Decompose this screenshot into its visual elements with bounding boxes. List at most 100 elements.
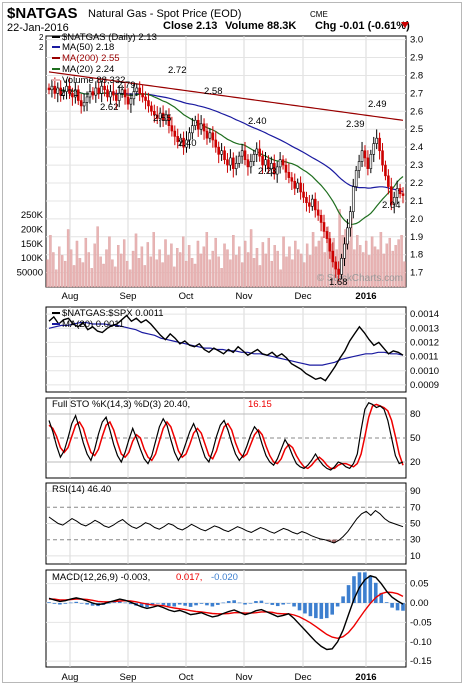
candle-body [290, 177, 294, 182]
macd-histogram-bar [145, 602, 149, 608]
candle-body [340, 258, 343, 275]
macd-y-tick: -0.15 [410, 656, 432, 667]
macd-legend-item: MACD(12,26,9) -0.003, [52, 572, 150, 583]
candle-body [249, 161, 253, 168]
volume-bar [267, 237, 271, 288]
volume-bar [202, 246, 206, 288]
volume-bar [403, 261, 406, 288]
macd-histogram-bar [199, 602, 204, 604]
volume-bar [78, 258, 82, 288]
candle-body [384, 164, 387, 177]
candle-body [106, 89, 109, 98]
volume-bar [187, 245, 191, 288]
candle-body [144, 96, 147, 101]
volume-bar [264, 253, 268, 288]
macd-histogram-bar [58, 602, 62, 605]
ratio-y-tick: 0.0011 [410, 352, 438, 363]
ratio-y-tick: 0.0013 [410, 323, 439, 334]
macd-y-tick: 0.00 [410, 598, 429, 609]
volume-bar [400, 235, 403, 288]
price-legend-item: MA(20) 2.24 [62, 64, 114, 75]
volume-bar [302, 262, 306, 288]
date-label: 22-Jan-2016 [7, 22, 69, 34]
candle-body [141, 93, 144, 98]
volume-bar [120, 253, 123, 288]
ratio-y-tick: 0.0014 [410, 309, 439, 320]
candle-body [296, 182, 299, 189]
candle-body [284, 164, 288, 173]
candle-body [328, 238, 332, 252]
x-tick-label: Nov [236, 291, 253, 302]
candle-body [167, 114, 171, 126]
candle-body [59, 87, 63, 96]
candle-body [293, 180, 297, 189]
candle-body [91, 91, 95, 96]
x-tick-label: Dec [295, 291, 312, 302]
macd-histogram-bar [74, 601, 79, 603]
price-y-tick: 2.2 [410, 178, 423, 189]
candle-body [337, 268, 340, 275]
candle-body [79, 100, 83, 107]
sto-y-tick: 20 [410, 457, 421, 468]
volume-bar [276, 250, 279, 288]
candle-body [188, 132, 191, 141]
candle-body [381, 150, 384, 166]
macd-histogram-bar [335, 602, 340, 607]
rsi-y-tick: 70 [410, 502, 421, 513]
candle-body [173, 130, 177, 137]
candle-body [161, 112, 165, 121]
macd-histogram-bar [401, 602, 405, 611]
macd-histogram-bar [281, 602, 285, 605]
macd-histogram-bar [221, 602, 226, 604]
x-tick-label-bottom: Nov [236, 672, 253, 683]
price-y-tick: 1.9 [410, 232, 423, 243]
candle-body [398, 188, 402, 195]
candle-body [220, 150, 223, 155]
volume-bar [176, 248, 179, 288]
rsi-line [48, 509, 404, 544]
macd-histogram-bar [352, 576, 356, 603]
volume-y-tick: 200K [21, 224, 44, 235]
candle-body [401, 193, 405, 196]
candle-body [112, 91, 115, 96]
macd-histogram-bar [85, 602, 89, 605]
price-label: 2.40 [178, 138, 197, 149]
candle-body [155, 114, 159, 119]
volume-bar [173, 266, 176, 288]
macd-histogram-bar [248, 602, 253, 604]
macd-histogram-bar [216, 602, 220, 605]
macd-histogram-bar [150, 602, 155, 606]
volume-bar [66, 229, 70, 288]
volume-bar [285, 256, 288, 288]
volume-bar [199, 253, 203, 288]
macd-histogram-bar [265, 602, 269, 604]
change-value: Chg -0.01 (-0.61%) [315, 20, 410, 32]
macd-histogram-bar [243, 602, 247, 605]
volume-bar [308, 255, 312, 288]
volume-bar [388, 237, 391, 288]
candle-body [299, 182, 302, 193]
price-y-tick: 2.9 [410, 53, 423, 64]
price-label: 2.39 [346, 119, 365, 130]
volume-bar [226, 249, 229, 288]
volume-bar [208, 259, 211, 288]
macd-histogram-bar [379, 592, 384, 603]
macd-legend-item: 0.017, [176, 572, 202, 583]
volume-bar [193, 263, 197, 288]
candle-body [258, 148, 261, 157]
price-label: 2.49 [368, 99, 387, 110]
price-label: 2.55 [153, 113, 172, 124]
candle-body [94, 87, 98, 96]
volume-bar [152, 232, 155, 288]
macd-histogram-bar [395, 602, 400, 611]
volume-bar [214, 237, 217, 288]
x-tick-label-bottom: 2016 [355, 672, 376, 683]
price-label: 2.62 [100, 102, 119, 113]
volume-bar [55, 269, 58, 288]
candle-body [208, 132, 212, 139]
price-axis-marker: 2 [39, 33, 44, 42]
volume-bar [232, 235, 235, 288]
macd-histogram-bar [308, 602, 313, 617]
candle-body [153, 111, 156, 116]
